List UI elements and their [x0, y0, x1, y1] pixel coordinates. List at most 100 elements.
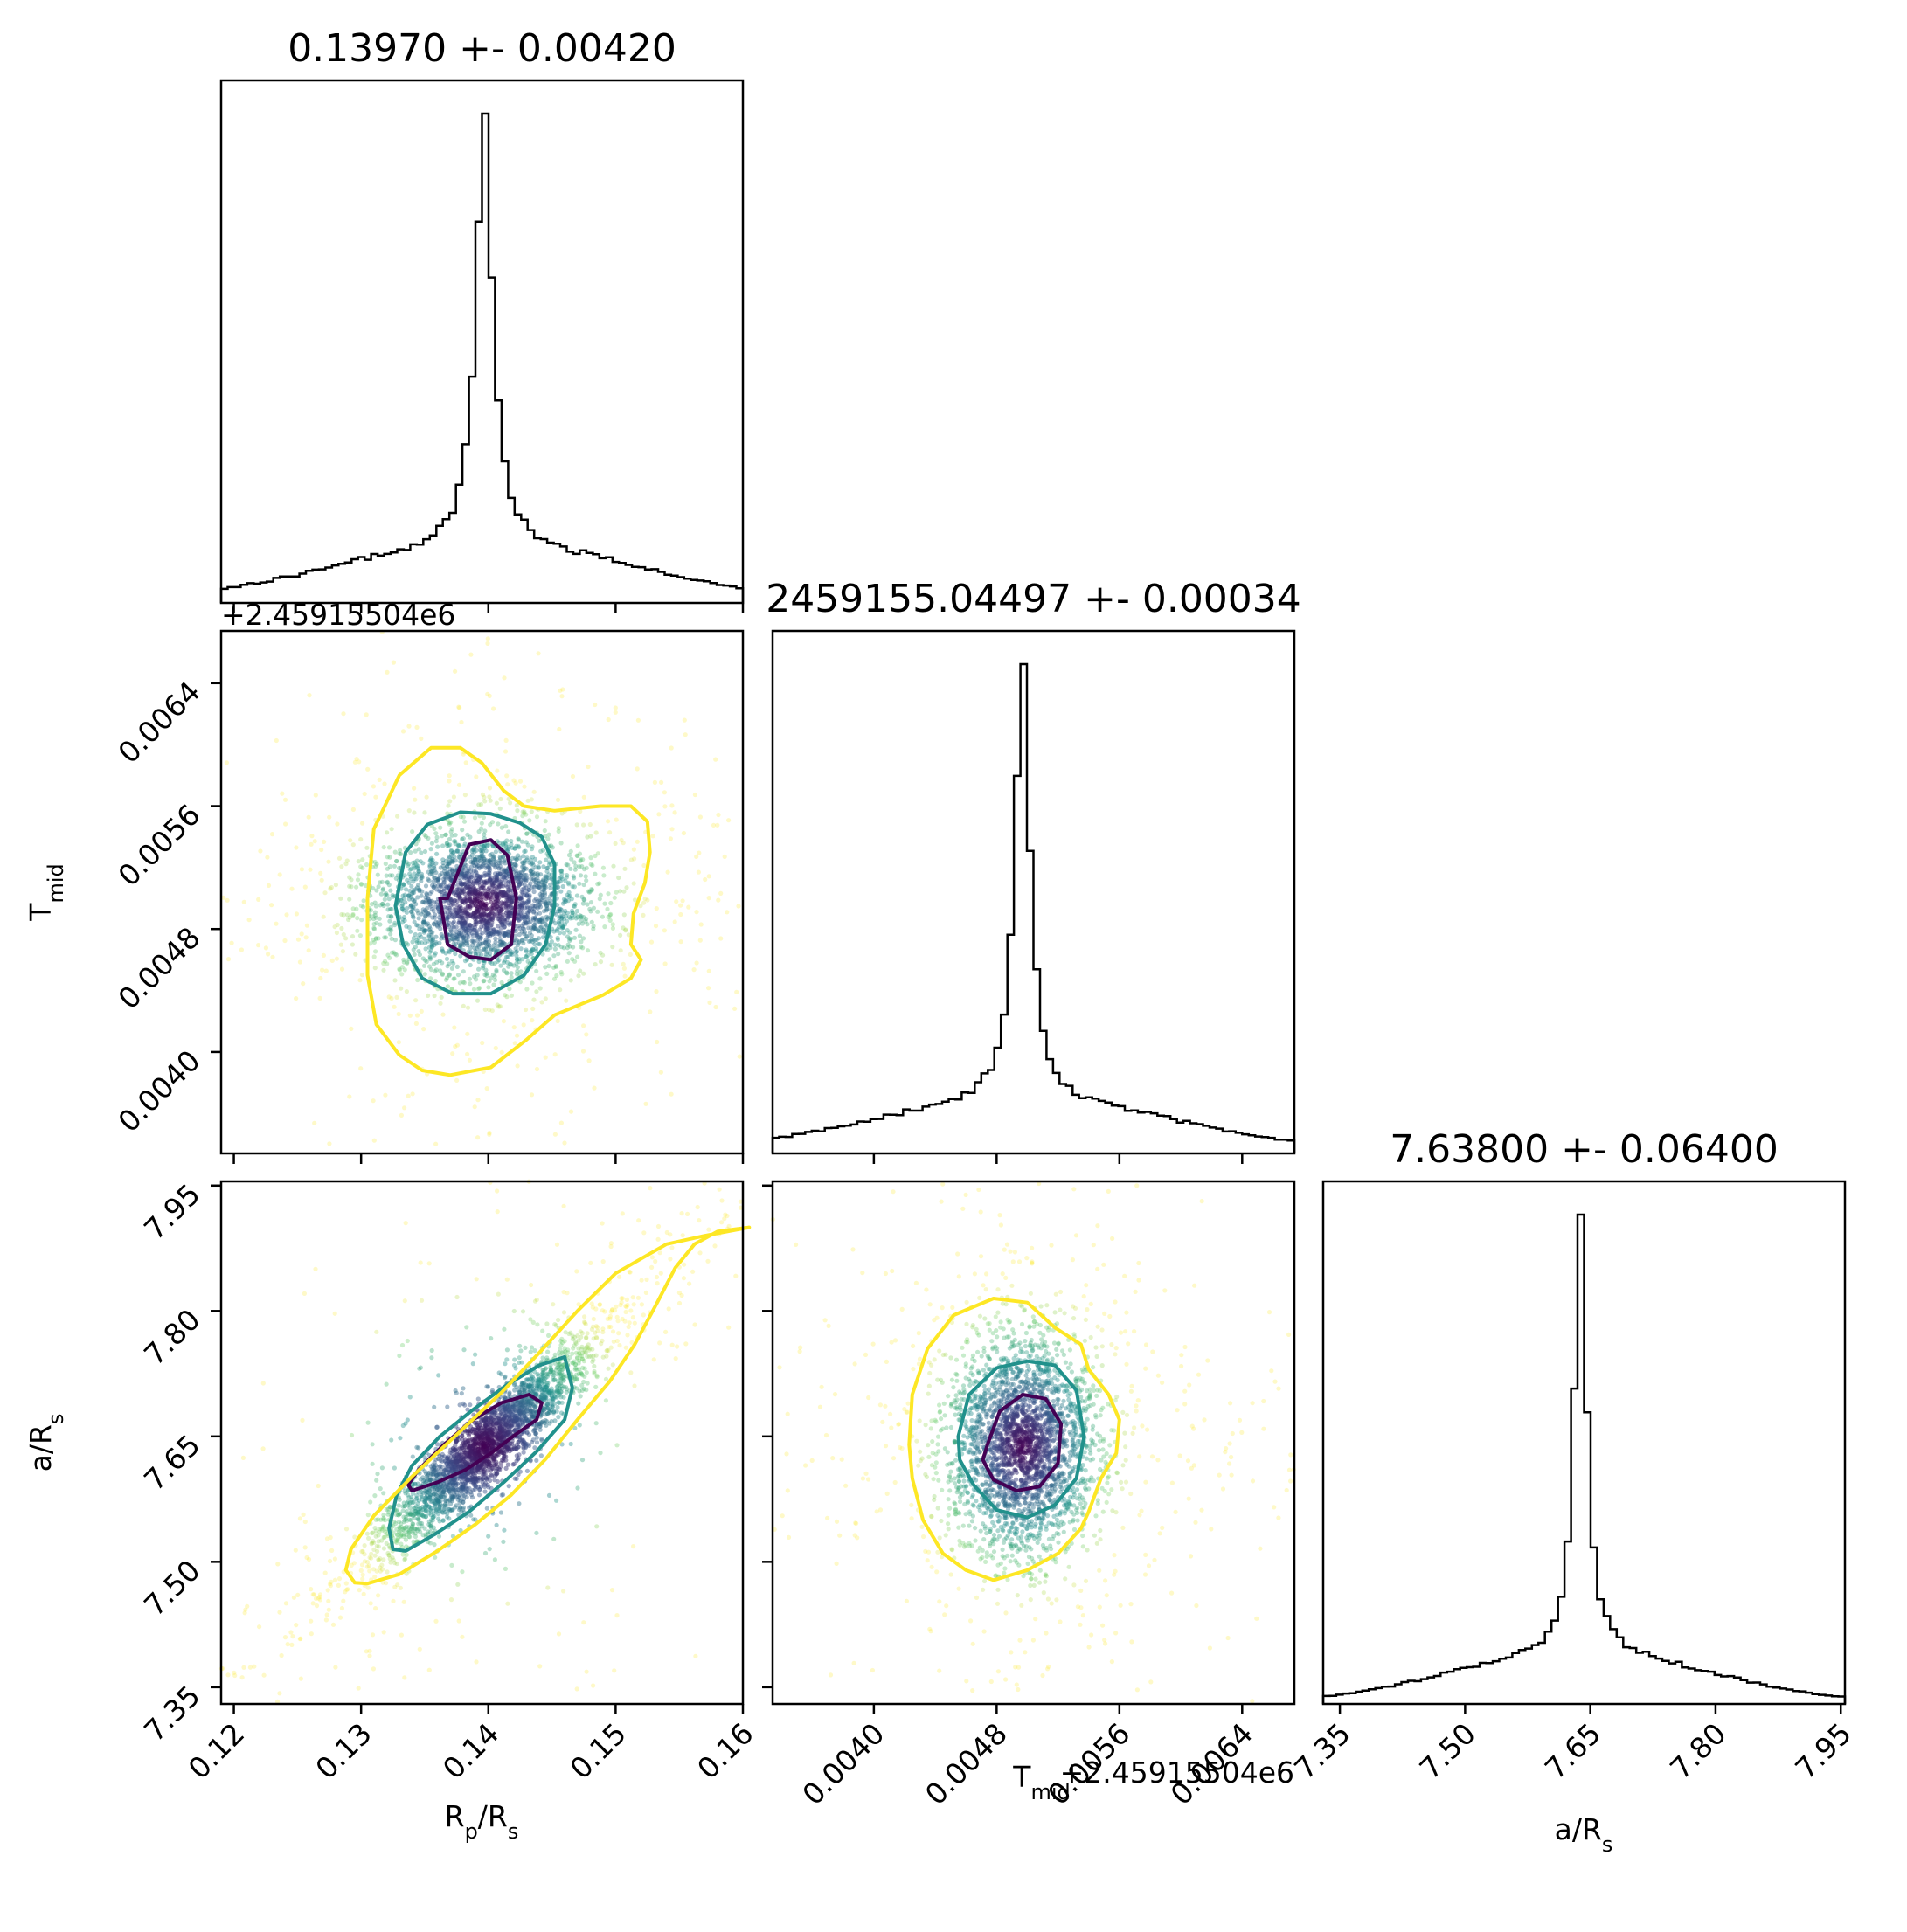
scatter-point: [441, 888, 447, 894]
scatter-point: [478, 848, 483, 853]
scatter-point: [371, 886, 376, 891]
scatter-point: [477, 935, 482, 940]
scatter-point: [460, 898, 465, 904]
scatter-point: [615, 1319, 621, 1324]
scatter-point: [669, 1091, 674, 1097]
scatter-point: [510, 950, 516, 955]
scatter-point: [512, 846, 517, 851]
scatter-point: [422, 1499, 428, 1504]
scatter-point: [524, 953, 529, 959]
scatter-point: [432, 1404, 437, 1409]
scatter-point: [505, 949, 510, 954]
scatter-point: [447, 836, 452, 842]
scatter-point: [425, 938, 431, 944]
scatter-point: [328, 886, 333, 891]
scatter-point: [509, 974, 514, 980]
scatter-point: [468, 864, 475, 869]
scatter-point: [412, 810, 417, 815]
scatter-point: [462, 865, 468, 870]
scatter-point: [458, 878, 463, 884]
scatter-point: [641, 912, 646, 918]
scatter-point: [449, 966, 455, 971]
scatter-point: [256, 897, 261, 902]
scatter-point: [408, 903, 413, 908]
scatter-point: [544, 869, 550, 874]
scatter-point: [503, 901, 508, 906]
scatter-point: [499, 825, 504, 830]
scatter-point: [391, 894, 396, 899]
scatter-point: [542, 883, 547, 890]
scatter-point: [534, 968, 539, 973]
scatter-point: [438, 825, 443, 830]
scatter-point: [474, 922, 479, 927]
scatter-point: [564, 918, 570, 924]
scatter-point: [560, 883, 565, 890]
scatter-point: [365, 1513, 371, 1518]
scatter-point: [716, 897, 721, 903]
scatter-point: [434, 923, 440, 928]
scatter-point: [572, 904, 578, 909]
scatter-point: [486, 985, 491, 990]
scatter-point: [503, 1361, 508, 1367]
scatter-point: [475, 933, 480, 938]
scatter-point: [584, 1032, 589, 1037]
scatter-point: [440, 1012, 446, 1017]
scatter-point: [402, 1526, 408, 1531]
scatter-point: [306, 948, 311, 953]
scatter-point: [530, 1006, 536, 1011]
scatter-point: [537, 986, 543, 991]
scatter-point: [625, 1333, 630, 1338]
scatter-point: [479, 821, 484, 826]
scatter-point: [498, 796, 503, 802]
scatter-point: [706, 986, 711, 991]
scatter-point: [453, 890, 459, 895]
scatter-point: [349, 884, 354, 890]
scatter-point: [690, 1269, 696, 1274]
scatter-point: [432, 883, 437, 889]
scatter-point: [378, 891, 384, 897]
scatter-point: [616, 875, 621, 881]
scatter-point: [531, 872, 537, 877]
scatter-point: [581, 1620, 586, 1625]
scatter-point: [447, 876, 453, 882]
scatter-point: [415, 895, 420, 900]
scatter-point: [420, 889, 425, 894]
scatter-point: [603, 1376, 609, 1381]
scatter-point: [501, 1539, 506, 1544]
scatter-point: [681, 830, 687, 836]
scatter-point: [502, 675, 507, 681]
scatter-point: [289, 1642, 295, 1647]
scatter-point: [520, 910, 525, 915]
scatter-point: [506, 964, 511, 969]
scatter-point: [737, 1054, 742, 1059]
scatter-point: [713, 757, 718, 762]
scatter-point: [466, 931, 471, 936]
scatter-point: [326, 1598, 331, 1603]
scatter-point: [464, 938, 470, 944]
scatter-point: [563, 913, 569, 919]
scatter-point: [572, 876, 577, 881]
scatter-point: [443, 832, 448, 837]
scatter-point: [497, 806, 503, 811]
scatter-point: [621, 925, 626, 931]
scatter-point: [361, 1591, 366, 1596]
scatter-point: [435, 904, 441, 910]
scatter-point: [283, 821, 288, 827]
scatter-point: [426, 878, 432, 883]
scatter-point: [322, 890, 328, 896]
scatter-point: [524, 876, 529, 883]
scatter-point: [529, 809, 534, 814]
scatter-point: [590, 887, 595, 893]
scatter-point: [580, 936, 586, 941]
scatter-point: [447, 961, 452, 966]
scatter-point: [294, 911, 299, 917]
scatter-point: [400, 1423, 406, 1429]
scatter-point: [366, 1535, 371, 1541]
scatter-point: [568, 1109, 574, 1114]
scatter-point: [651, 1357, 656, 1362]
scatter-point: [515, 968, 520, 973]
scatter-point: [449, 858, 454, 863]
scatter-point: [570, 910, 575, 915]
scatter-point: [471, 939, 477, 945]
scatter-point: [591, 905, 597, 911]
